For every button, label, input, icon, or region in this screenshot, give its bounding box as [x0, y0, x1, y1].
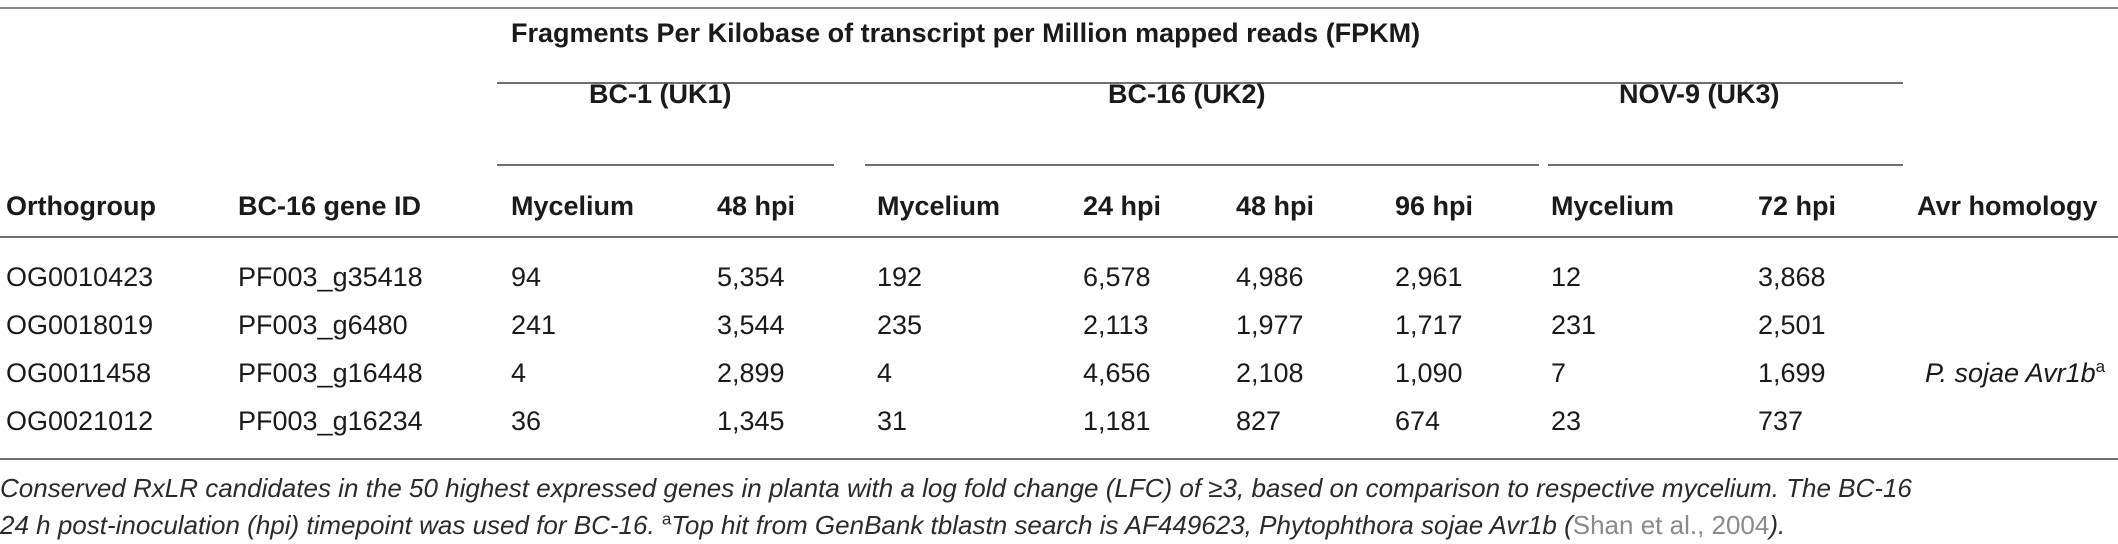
cell-bc16-48hpi: 827: [1236, 406, 1282, 436]
cell-bc16-96hpi: 674: [1395, 406, 1441, 436]
column-header-nov9-mycelium: Mycelium: [1551, 191, 1675, 221]
avr-homology-text: P. sojae Avr1b: [1925, 358, 2096, 388]
column-header-bc16-96hpi: 96 hpi: [1395, 191, 1474, 221]
column-header-avr-homology: Avr homology: [1917, 191, 2098, 221]
cell-bc16-mycelium: 192: [877, 262, 923, 292]
group-rule-bc1: [497, 164, 834, 166]
cell-orthogroup: OG0018019: [6, 310, 154, 340]
cell-bc1-mycelium: 36: [511, 406, 542, 436]
cell-orthogroup: OG0010423: [6, 262, 154, 292]
column-header-bc1-48hpi: 48 hpi: [717, 191, 796, 221]
cell-nov9-mycelium: 7: [1551, 358, 1567, 388]
fpkm-span-rule: [497, 82, 1903, 84]
cell-bc1-48hpi: 5,354: [717, 262, 785, 292]
cell-bc16-96hpi: 2,961: [1395, 262, 1463, 292]
caption-text-2: 24 h post-inoculation (hpi) timepoint wa…: [0, 510, 662, 540]
fpkm-header: Fragments Per Kilobase of transcript per…: [511, 18, 1421, 48]
column-header-bc16-48hpi: 48 hpi: [1236, 191, 1315, 221]
cell-avr-homology: P. sojae Avr1ba: [1925, 358, 2105, 389]
cell-bc1-48hpi: 2,899: [717, 358, 785, 388]
header-bottom-rule: [0, 236, 2118, 238]
group-header-bc1: BC-1 (UK1): [589, 79, 732, 109]
group-header-nov9: NOV-9 (UK3): [1619, 79, 1780, 109]
cell-gene-id: PF003_g16448: [238, 358, 423, 388]
table-bottom-rule: [0, 458, 2118, 460]
cell-nov9-72hpi: 2,501: [1758, 310, 1826, 340]
cell-nov9-mycelium: 23: [1551, 406, 1582, 436]
group-header-bc16: BC-16 (UK2): [1108, 79, 1266, 109]
cell-bc16-24hpi: 6,578: [1083, 262, 1151, 292]
caption-reference-link[interactable]: Shan et al., 2004: [1572, 510, 1770, 540]
caption-text-4: ).: [1769, 510, 1786, 540]
cell-bc16-mycelium: 235: [877, 310, 923, 340]
cell-nov9-mycelium: 12: [1551, 262, 1582, 292]
cell-bc16-24hpi: 1,181: [1083, 406, 1151, 436]
cell-bc16-24hpi: 2,113: [1083, 310, 1149, 340]
cell-bc1-mycelium: 4: [511, 358, 527, 388]
cell-bc16-96hpi: 1,717: [1395, 310, 1463, 340]
column-header-nov9-72hpi: 72 hpi: [1758, 191, 1837, 221]
column-header-bc16-mycelium: Mycelium: [877, 191, 1001, 221]
cell-bc16-24hpi: 4,656: [1083, 358, 1151, 388]
column-header-bc1-mycelium: Mycelium: [511, 191, 635, 221]
cell-bc1-48hpi: 1,345: [717, 406, 785, 436]
cell-gene-id: PF003_g16234: [238, 406, 423, 436]
cell-bc16-mycelium: 4: [877, 358, 893, 388]
cell-nov9-72hpi: 1,699: [1758, 358, 1826, 388]
cell-bc1-48hpi: 3,544: [717, 310, 785, 340]
cell-bc1-mycelium: 94: [511, 262, 542, 292]
cell-bc1-mycelium: 241: [511, 310, 557, 340]
cell-orthogroup: OG0021012: [6, 406, 154, 436]
column-header-orthogroup: Orthogroup: [6, 191, 156, 221]
table-caption: Conserved RxLR candidates in the 50 high…: [0, 470, 2110, 544]
column-header-bc16-24hpi: 24 hpi: [1083, 191, 1162, 221]
cell-nov9-72hpi: 3,868: [1758, 262, 1826, 292]
caption-text-3: Top hit from GenBank tblastn search is A…: [671, 510, 1573, 540]
cell-nov9-mycelium: 231: [1551, 310, 1597, 340]
cell-bc16-48hpi: 2,108: [1236, 358, 1304, 388]
group-rule-bc16: [865, 164, 1539, 166]
caption-footnote-marker: a: [661, 509, 672, 529]
column-header-gene-id: BC-16 gene ID: [238, 191, 422, 221]
cell-bc16-mycelium: 31: [877, 406, 908, 436]
cell-bc16-48hpi: 1,977: [1236, 310, 1304, 340]
table-top-rule: [0, 7, 2118, 9]
cell-nov9-72hpi: 737: [1758, 406, 1804, 436]
avr-footnote-marker: a: [2095, 357, 2106, 376]
cell-bc16-96hpi: 1,090: [1395, 358, 1463, 388]
cell-gene-id: PF003_g6480: [238, 310, 408, 340]
cell-bc16-48hpi: 4,986: [1236, 262, 1304, 292]
group-rule-nov9: [1548, 164, 1903, 166]
cell-orthogroup: OG0011458: [6, 358, 152, 388]
cell-gene-id: PF003_g35418: [238, 262, 423, 292]
caption-text-1: Conserved RxLR candidates in the 50 high…: [0, 473, 1912, 503]
